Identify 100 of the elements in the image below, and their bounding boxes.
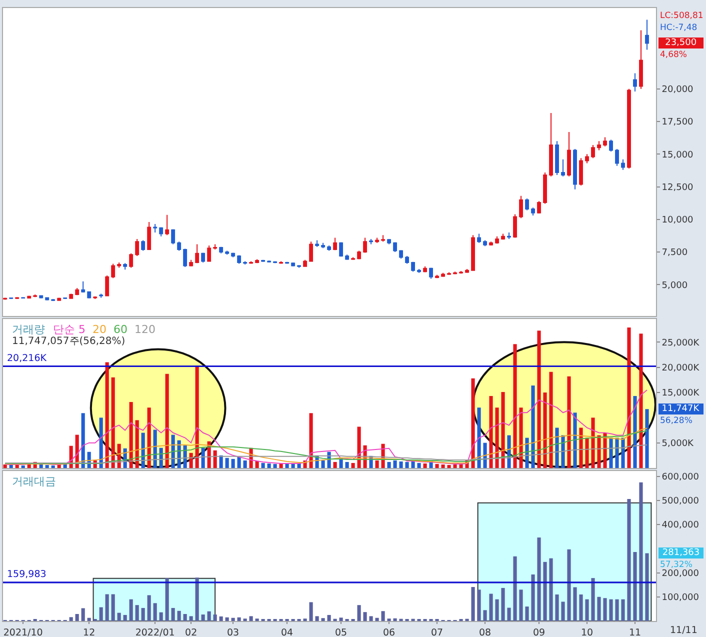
bar bbox=[141, 608, 145, 621]
text: 120 bbox=[134, 323, 156, 336]
bar bbox=[147, 408, 151, 468]
candlestick bbox=[573, 148, 577, 190]
y-tick-label: 400,000 bbox=[662, 520, 700, 531]
bar bbox=[615, 599, 619, 621]
bar bbox=[507, 435, 511, 468]
line-series bbox=[4, 444, 648, 464]
candlestick bbox=[189, 259, 194, 267]
bar bbox=[159, 612, 163, 621]
candlestick bbox=[339, 242, 344, 258]
bar bbox=[405, 462, 409, 468]
text: 11,747K bbox=[662, 404, 700, 414]
bar bbox=[225, 617, 229, 621]
bar bbox=[345, 462, 349, 468]
candlestick bbox=[477, 233, 481, 244]
bar bbox=[231, 618, 235, 621]
y-tick-label: 20,000 bbox=[662, 85, 694, 96]
candlestick bbox=[489, 241, 493, 246]
bar bbox=[645, 409, 649, 468]
candlestick bbox=[315, 240, 320, 248]
bar bbox=[213, 614, 217, 621]
candlestick bbox=[519, 195, 523, 219]
bar bbox=[483, 442, 487, 468]
x-tick-label: 06 bbox=[382, 627, 396, 637]
bar bbox=[561, 602, 565, 621]
candlestick bbox=[63, 297, 68, 300]
y-tick-label: 5,000K bbox=[662, 438, 695, 449]
bar bbox=[183, 614, 187, 621]
bar bbox=[537, 330, 541, 468]
bar bbox=[645, 553, 649, 621]
candlestick bbox=[645, 19, 649, 50]
candlestick bbox=[87, 291, 92, 299]
bar bbox=[201, 614, 205, 621]
bar bbox=[237, 456, 241, 468]
candlestick bbox=[561, 158, 565, 177]
candlestick bbox=[219, 246, 224, 254]
candlestick bbox=[591, 144, 595, 159]
candlestick bbox=[201, 252, 206, 263]
candlestick bbox=[147, 222, 152, 250]
bar bbox=[393, 460, 397, 468]
candlestick bbox=[549, 112, 553, 177]
bar bbox=[627, 498, 631, 621]
bar bbox=[423, 463, 427, 468]
candlestick bbox=[117, 262, 122, 268]
bar bbox=[633, 396, 637, 468]
candlestick bbox=[171, 228, 176, 245]
candlestick bbox=[399, 250, 404, 260]
candlestick bbox=[141, 240, 146, 252]
candlestick bbox=[279, 260, 284, 264]
bar bbox=[195, 578, 199, 621]
candlestick bbox=[417, 268, 422, 274]
y-tick-label: 7,500 bbox=[662, 248, 688, 258]
candlestick bbox=[177, 241, 182, 252]
candlestick bbox=[531, 207, 535, 216]
bar bbox=[357, 605, 361, 621]
x-tick-label: 05 bbox=[335, 627, 348, 637]
chart-title: 거래량 bbox=[12, 323, 45, 336]
candlestick bbox=[429, 267, 433, 280]
bar bbox=[315, 616, 319, 621]
bar bbox=[597, 435, 601, 468]
candlestick bbox=[357, 250, 362, 260]
bar bbox=[447, 464, 451, 468]
bar bbox=[81, 608, 85, 621]
ref-line-label: 159,983 bbox=[7, 569, 46, 580]
bar bbox=[135, 605, 139, 621]
bar bbox=[393, 618, 397, 621]
bar bbox=[99, 418, 103, 468]
candlestick bbox=[249, 260, 254, 264]
candlestick bbox=[9, 297, 14, 300]
text: 23,500 bbox=[665, 38, 697, 48]
bar bbox=[597, 596, 601, 621]
candlestick bbox=[501, 233, 505, 240]
x-tick-label: 04 bbox=[281, 627, 294, 637]
y-tick-label: 5,000 bbox=[662, 280, 688, 291]
candlestick bbox=[495, 236, 499, 244]
bar bbox=[375, 460, 379, 468]
bar bbox=[555, 594, 559, 621]
bar bbox=[495, 599, 499, 621]
bar bbox=[129, 599, 133, 621]
candlestick bbox=[231, 252, 236, 258]
candlestick bbox=[207, 245, 212, 262]
bar bbox=[285, 464, 289, 468]
bar bbox=[519, 408, 523, 468]
candlestick bbox=[75, 287, 80, 296]
candlestick bbox=[309, 241, 314, 262]
candlestick bbox=[153, 223, 158, 233]
bar bbox=[567, 376, 571, 468]
y-tick-label: 100,000 bbox=[662, 593, 700, 604]
text: 단순 5 bbox=[53, 323, 86, 336]
bar bbox=[273, 464, 277, 468]
y-tick-label: 15,000 bbox=[662, 150, 694, 160]
bar bbox=[621, 599, 625, 621]
bar bbox=[267, 463, 271, 468]
candlestick bbox=[627, 88, 631, 170]
bar bbox=[549, 372, 553, 468]
bar bbox=[99, 607, 103, 621]
candlestick bbox=[507, 232, 511, 240]
candlestick bbox=[291, 262, 296, 267]
ref-line-label: 20,216K bbox=[7, 353, 48, 364]
